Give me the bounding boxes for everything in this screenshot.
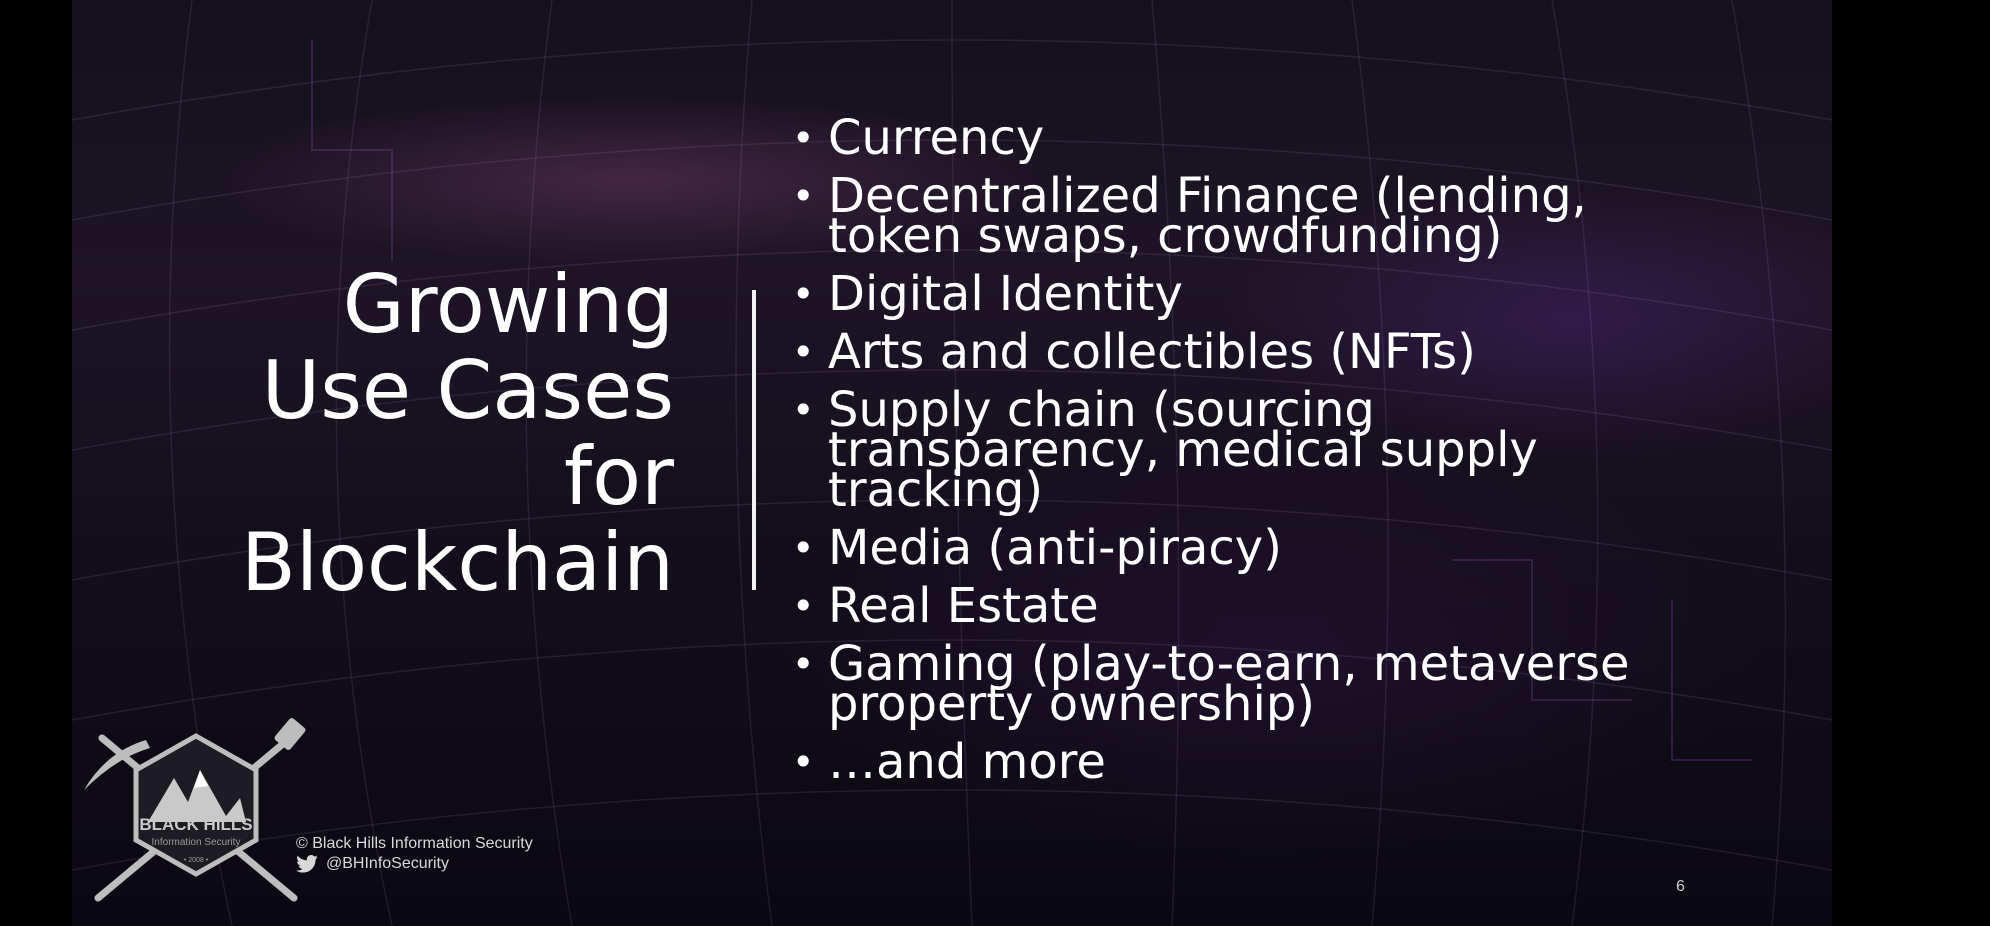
bullet-icon: • (792, 740, 815, 784)
list-item-text: Digital Identity (828, 266, 1183, 322)
use-case-list: • Currency • Decentralized Finance (lend… (792, 114, 1672, 800)
list-item: • Real Estate (792, 582, 1672, 630)
list-item: • Gaming (play-to-earn, metaverse proper… (792, 640, 1672, 728)
page-number: 6 (1676, 878, 1685, 895)
list-item: • Digital Identity (792, 270, 1672, 318)
bullet-icon: • (792, 174, 815, 218)
slide-title: Growing Use Cases for Blockchain (114, 262, 674, 606)
title-line-1: Growing (342, 258, 674, 351)
logo-year: • 2008 • (184, 857, 209, 864)
black-hills-logo: BLACK HILLS Information Security • 2008 … (84, 718, 306, 902)
list-item: • …and more (792, 738, 1672, 786)
bullet-icon: • (792, 330, 815, 374)
copyright-text: © Black Hills Information Security (296, 835, 533, 852)
list-item: • Supply chain (sourcing transparency, m… (792, 386, 1672, 514)
list-item: • Currency (792, 114, 1672, 162)
title-line-4: Blockchain (240, 516, 674, 609)
bullet-icon: • (792, 116, 815, 160)
title-line-2: Use Cases (261, 344, 674, 437)
bullet-icon: • (792, 388, 815, 432)
list-item-text: Decentralized Finance (lending, token sw… (828, 168, 1587, 264)
vertical-divider (752, 290, 756, 590)
list-item-text: Real Estate (828, 578, 1099, 634)
list-item-text: Gaming (play-to-earn, metaverse property… (828, 636, 1630, 732)
list-item-text: Currency (828, 110, 1045, 166)
twitter-handle: @BHInfoSecurity (326, 855, 449, 872)
bullet-icon: • (792, 584, 815, 628)
cityscape-background (72, 0, 1832, 926)
twitter-handle-row: @BHInfoSecurity (296, 854, 449, 874)
network-grid-graphic (72, 0, 1832, 926)
list-item-text: …and more (828, 734, 1106, 790)
bullet-icon: • (792, 526, 815, 570)
logo-subtitle: Information Security (152, 837, 241, 848)
list-item: • Decentralized Finance (lending, token … (792, 172, 1672, 260)
bullet-icon: • (792, 272, 815, 316)
list-item: • Arts and collectibles (NFTs) (792, 328, 1672, 376)
list-item-text: Supply chain (sourcing transparency, med… (828, 382, 1538, 518)
bullet-icon: • (792, 642, 815, 686)
title-line-3: for (564, 430, 674, 523)
list-item: • Media (anti-piracy) (792, 524, 1672, 572)
list-item-text: Media (anti-piracy) (828, 520, 1282, 576)
list-item-text: Arts and collectibles (NFTs) (828, 324, 1476, 380)
logo-name: BLACK HILLS (139, 815, 252, 834)
twitter-bird-icon (296, 855, 318, 873)
